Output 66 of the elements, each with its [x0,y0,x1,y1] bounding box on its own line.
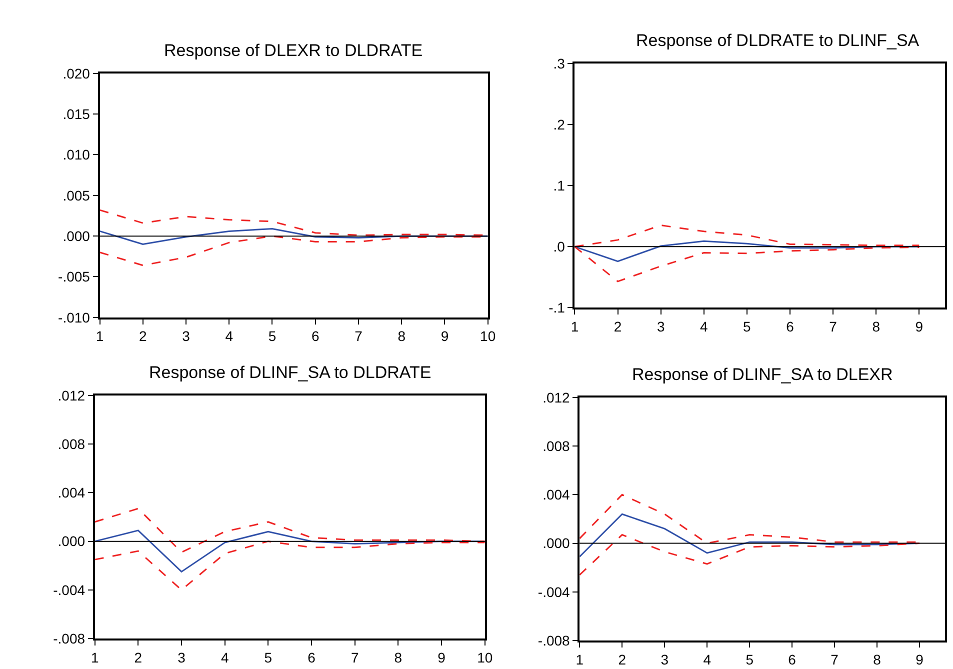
y-tick-label: .3 [553,56,566,72]
y-tick-label: .008 [58,436,86,452]
x-tick-label: 7 [830,651,839,668]
chart-title: Response of DLINF_SA to DLEXR [632,365,893,384]
x-tick-label: 3 [656,318,665,334]
x-tick-label: 6 [788,651,796,668]
y-tick-label: -.008 [53,630,86,646]
y-tick-label: -.1 [548,300,566,316]
x-tick-label: 1 [90,649,99,666]
y-tick-label: -.005 [58,268,90,285]
x-tick-label: 5 [746,651,754,668]
x-tick-label: 8 [398,328,406,344]
y-tick-label: .000 [62,228,90,244]
x-tick-label: 8 [394,649,402,666]
x-tick-label: 9 [916,651,924,668]
x-tick-label: 3 [182,328,190,344]
x-tick-label: 4 [225,328,234,344]
x-tick-label: 7 [354,328,363,344]
x-tick-label: 6 [308,649,316,666]
y-tick-label: -.010 [58,309,90,326]
y-tick-label: .1 [553,178,566,194]
x-tick-label: 9 [438,649,446,666]
y-tick-label: .005 [62,187,90,204]
y-tick-label: .020 [62,65,90,82]
chart-title: Response of DLEXR to DLDRATE [164,41,423,60]
y-tick-label: .012 [542,389,570,406]
x-tick-label: 6 [311,328,320,344]
chart-title: Response of DLINF_SA to DLDRATE [149,363,432,382]
x-tick-label: 1 [96,328,104,344]
x-tick-label: 9 [440,328,449,344]
y-tick-label: .008 [542,438,570,454]
x-tick-label: 6 [786,318,794,334]
x-tick-label: 5 [743,318,752,334]
x-tick-label: 7 [829,318,838,334]
x-tick-label: 1 [576,651,584,668]
x-tick-label: 4 [700,318,708,334]
y-tick-label: .000 [542,535,570,552]
x-tick-label: 4 [220,649,229,666]
y-tick-label: .015 [62,106,90,122]
x-tick-label: 5 [268,328,276,344]
x-tick-label: 10 [480,328,496,344]
x-tick-label: 2 [139,328,147,344]
x-tick-label: 9 [915,318,924,334]
x-tick-label: 10 [477,649,493,666]
y-tick-label: -.004 [538,584,570,600]
y-tick-label: .0 [553,238,566,255]
y-tick-label: -.008 [538,632,570,648]
x-tick-label: 8 [873,651,882,668]
x-tick-label: 3 [178,649,186,666]
x-tick-label: 4 [703,651,712,668]
y-tick-label: .012 [58,387,86,404]
y-tick-label: -.004 [53,582,86,598]
x-tick-label: 2 [618,651,626,668]
y-tick-label: .004 [542,486,570,503]
x-tick-label: 2 [134,649,142,666]
x-tick-label: 3 [660,651,669,668]
y-tick-label: .2 [553,116,566,133]
x-tick-label: 8 [872,318,880,334]
chart-title: Response of DLDRATE to DLINF_SA [636,31,920,50]
x-tick-label: 5 [264,649,272,666]
y-tick-label: .010 [62,146,90,163]
x-tick-label: 2 [614,318,622,334]
x-tick-label: 1 [570,318,579,334]
x-tick-label: 7 [350,649,359,666]
y-tick-label: .004 [58,484,86,501]
y-tick-label: .000 [58,533,86,550]
